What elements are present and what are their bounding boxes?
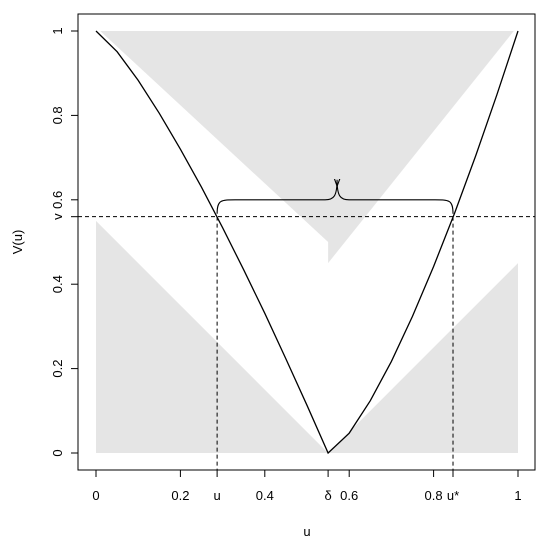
x-tick-label: u* — [447, 488, 459, 503]
y-tick-label: 0.6 — [50, 191, 65, 209]
shaded-region — [100, 31, 514, 264]
x-tick-label: 0.8 — [425, 488, 443, 503]
y-tick-label: 0 — [50, 449, 65, 456]
x-tick-label: 0.6 — [340, 488, 358, 503]
shaded-region — [328, 263, 518, 453]
y-tick-label: 0.8 — [50, 106, 65, 124]
y-tick-label: v — [50, 213, 65, 220]
y-axis-label: V(u) — [10, 230, 25, 255]
curve — [95, 30, 519, 455]
x-tick-label: 0 — [92, 488, 99, 503]
y-tick-label: 0.2 — [50, 360, 65, 378]
x-tick-label: u — [213, 488, 220, 503]
brace — [216, 179, 454, 214]
x-tick-label: δ — [324, 488, 331, 503]
brace-label: v — [334, 174, 341, 189]
plot-frame — [77, 13, 536, 471]
y-tick-label: 1 — [50, 27, 65, 34]
y-tick-label: 0.4 — [50, 275, 65, 293]
x-tick-label: 0.2 — [171, 488, 189, 503]
x-tick-label: 1 — [514, 488, 521, 503]
shaded-region — [96, 220, 329, 453]
x-axis-label: u — [303, 524, 310, 539]
x-tick-label: 0.4 — [256, 488, 274, 503]
